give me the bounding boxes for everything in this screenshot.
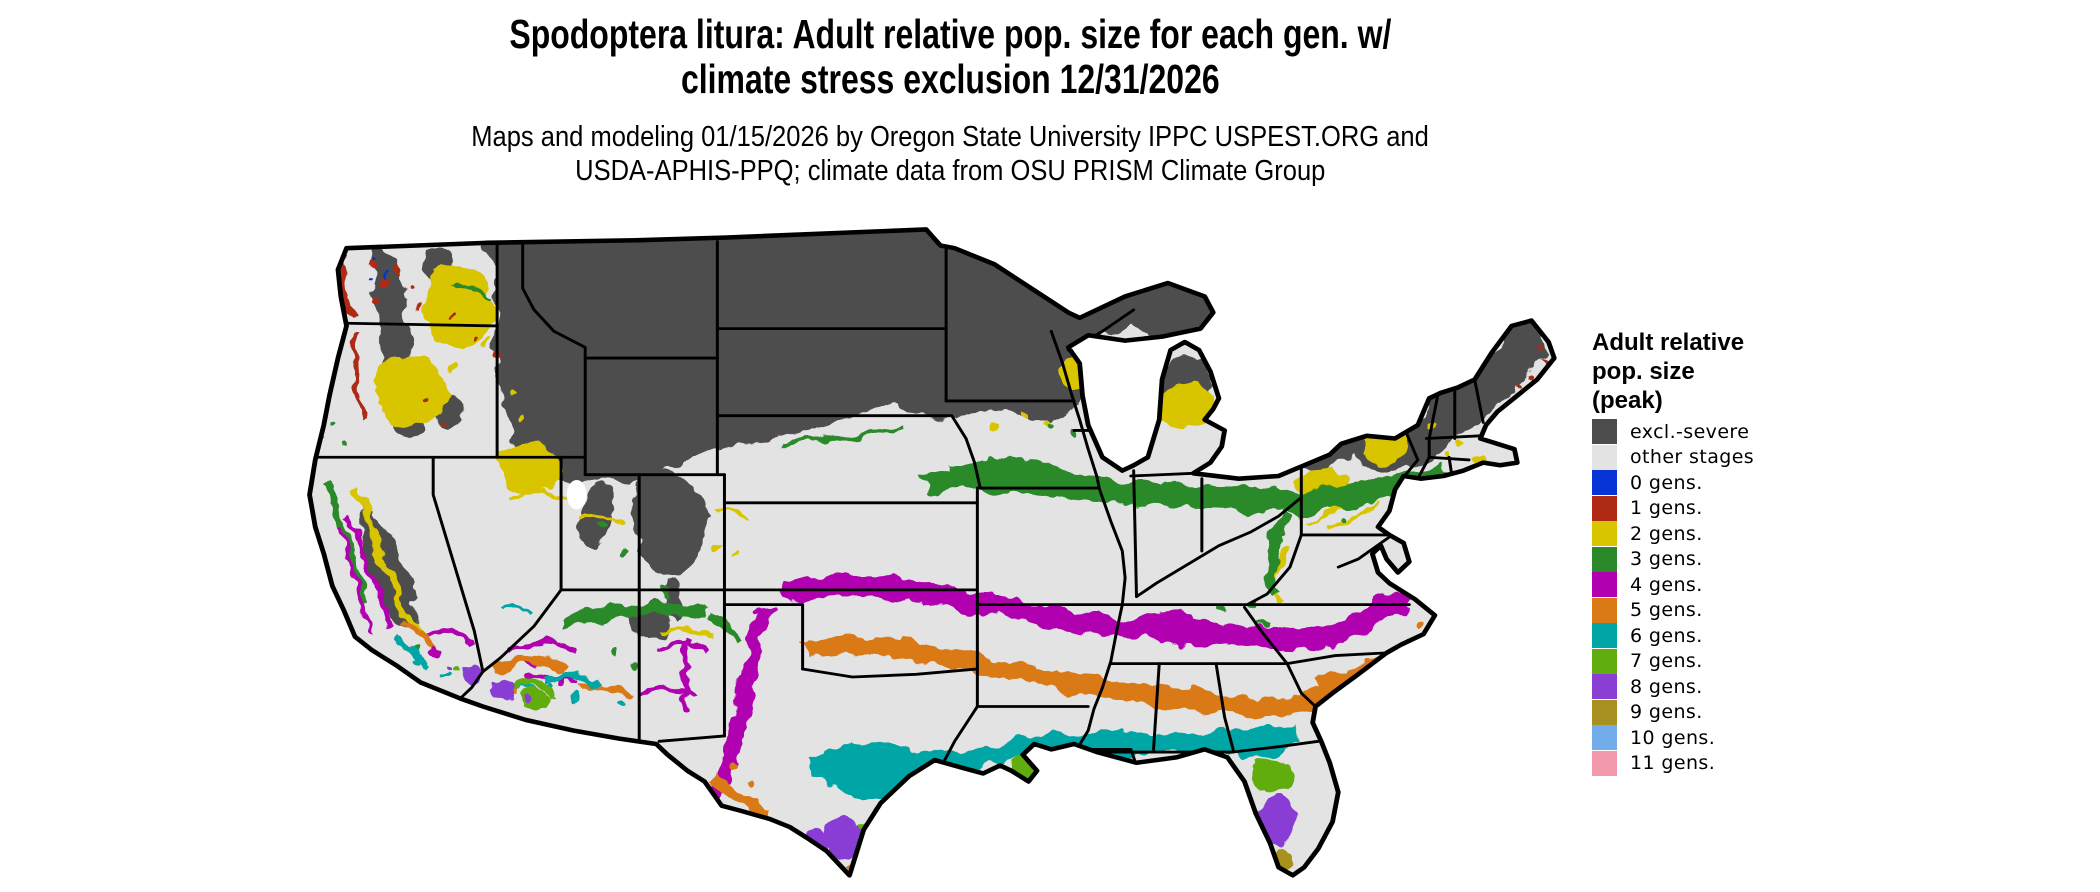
conus-map-svg [307,227,1557,878]
legend-swatch [1592,750,1617,776]
legend-items: excl.-severe other stages 0 gens. 1 gens… [1592,419,1892,776]
legend-swatch [1592,597,1617,623]
legend-item: excl.-severe [1592,419,1892,445]
legend-swatch [1592,495,1617,521]
legend-swatch [1592,572,1617,598]
legend-swatch [1592,725,1617,751]
legend-item: 8 gens. [1592,674,1892,700]
legend-swatch [1592,546,1617,572]
legend-item: 1 gens. [1592,495,1892,522]
legend-item: 11 gens. [1592,750,1892,777]
legend-item-label: 2 gens. [1630,522,1703,545]
legend-swatch [1592,521,1617,547]
legend-item: 7 gens. [1592,648,1892,675]
legend-item: 4 gens. [1592,572,1892,598]
legend-item-label: 1 gens. [1630,497,1703,520]
legend-swatch [1592,648,1617,674]
legend-item: 10 gens. [1592,725,1892,751]
legend: Adult relative pop. size (peak) excl.-se… [1592,328,1892,776]
legend-title-line-2: pop. size [1592,358,1695,385]
legend-item: 2 gens. [1592,521,1892,547]
legend-title-line-1: Adult relative [1592,329,1745,356]
legend-swatch [1592,674,1617,700]
legend-item-label: 4 gens. [1630,573,1703,596]
legend-title-line-3: (peak) [1592,387,1663,414]
legend-item-label: 11 gens. [1630,752,1716,775]
legend-item-label: 10 gens. [1630,726,1716,749]
legend-item-label: 8 gens. [1630,675,1703,698]
subtitle-line-2: USDA-APHIS-PPQ; climate data from OSU PR… [574,155,1326,187]
band-0-gens [364,259,389,280]
conus-outline [307,227,1557,878]
legend-swatch [1592,444,1617,470]
legend-item-label: 5 gens. [1630,599,1703,622]
legend-swatch [1592,699,1617,725]
legend-swatch [1592,623,1617,649]
legend-item: 0 gens. [1592,470,1892,496]
legend-item-label: 6 gens. [1630,624,1703,647]
legend-item: 9 gens. [1592,699,1892,726]
page-title: Spodoptera litura: Adult relative pop. s… [250,12,1650,102]
legend-item-label: other stages [1630,446,1755,469]
legend-title: Adult relative pop. size (peak) [1592,328,1892,415]
title-line-2: climate stress exclusion 12/31/2026 [680,56,1220,102]
great-salt-lake [566,480,587,510]
subtitle-line-1: Maps and modeling 01/15/2026 by Oregon S… [471,121,1429,153]
conus-map [284,208,1648,878]
legend-item-label: 7 gens. [1630,650,1703,673]
legend-swatch [1592,419,1617,445]
title-line-1: Spodoptera litura: Adult relative pop. s… [509,11,1391,57]
legend-item: 5 gens. [1592,597,1892,624]
legend-item: 3 gens. [1592,546,1892,573]
legend-item-label: excl.-severe [1630,420,1750,443]
page-subtitle: Maps and modeling 01/15/2026 by Oregon S… [250,120,1650,188]
legend-item-label: 0 gens. [1630,471,1703,494]
legend-item: 6 gens. [1592,623,1892,649]
legend-item-label: 9 gens. [1630,701,1703,724]
legend-item-label: 3 gens. [1630,548,1703,571]
legend-swatch [1592,470,1617,496]
legend-item: other stages [1592,444,1892,471]
